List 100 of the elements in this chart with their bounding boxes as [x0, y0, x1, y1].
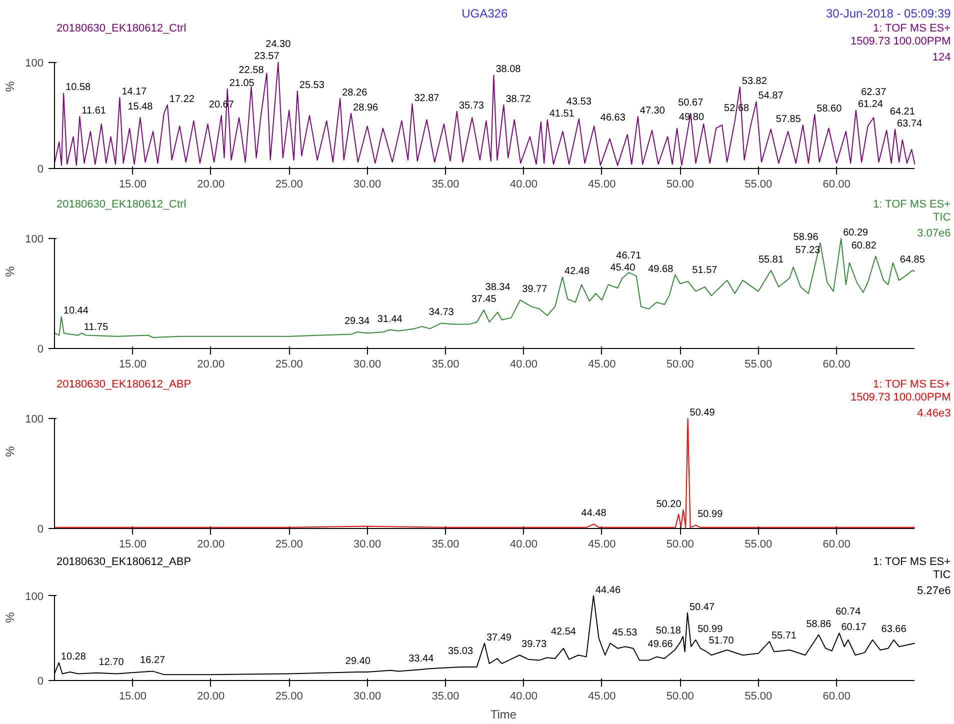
annotation: 42.54	[550, 626, 576, 638]
y-axis-title: %	[3, 80, 18, 92]
x-tick-label: 25.00	[275, 178, 303, 190]
x-tick-label: 35.00	[432, 358, 460, 370]
x-tick-label: 30.00	[354, 178, 382, 190]
annotation: 57.85	[776, 114, 802, 126]
annotation: 58.60	[816, 103, 842, 114]
x-tick-label: 25.00	[275, 358, 303, 370]
annotation: 15.48	[128, 102, 154, 113]
x-tick-label: 15.00	[118, 690, 146, 702]
x-tick-label: 45.00	[588, 358, 616, 370]
annotation: 34.73	[428, 307, 454, 318]
x-tick-label: 25.00	[275, 538, 303, 550]
annotation: 10.28	[60, 652, 86, 663]
chart-subtitle: 30-Jun-2018 - 05:09:39	[826, 6, 952, 20]
line-series	[54, 418, 916, 528]
annotation: 61.24	[858, 99, 884, 110]
annotation: 10.58	[66, 82, 92, 94]
annotation: 39.73	[522, 639, 547, 650]
annotation: 50.47	[689, 602, 715, 613]
x-tick-label: 20.00	[197, 538, 225, 550]
y-axis-title: %	[3, 266, 18, 277]
annotation: 37.49	[486, 632, 512, 644]
annotation: 50.49	[690, 408, 716, 418]
annotation: 38.34	[485, 282, 511, 293]
annotation: 22.58	[238, 64, 264, 76]
text: TIC	[933, 568, 951, 581]
annotation: 49.68	[648, 264, 674, 275]
text: 1509.73 100.00PPM	[850, 392, 951, 404]
text: 4.46e3	[917, 408, 951, 420]
text: 1509.73 100.00PPM	[850, 36, 951, 48]
text: 1: TOF MS ES+	[873, 556, 951, 568]
annotation: 39.77	[522, 284, 548, 296]
annotation: 60.82	[851, 240, 877, 252]
x-tick-label: 55.00	[744, 690, 772, 702]
annotation: 50.67	[678, 97, 704, 108]
x-tick-label: 60.00	[822, 538, 850, 550]
y-tick-label: 0	[37, 524, 44, 536]
annotation: 38.72	[506, 94, 532, 105]
annotation: 49.66	[648, 639, 674, 650]
y-tick-label: 100	[25, 590, 44, 603]
x-tick-label: 40.00	[510, 538, 538, 550]
x-tick-label: 30.00	[354, 538, 382, 550]
annotation: 42.48	[564, 266, 590, 277]
x-tick-label: 35.00	[432, 538, 460, 550]
text: 124	[932, 52, 951, 64]
text: 3.07e6	[917, 228, 951, 240]
annotation: 14.17	[122, 86, 148, 98]
x-tick-label: 30.00	[354, 690, 382, 702]
annotation: 46.63	[600, 112, 626, 124]
annotation: 29.40	[345, 656, 371, 668]
annotation: 23.57	[254, 51, 280, 62]
x-axis-title: Time	[490, 708, 517, 722]
annotation: 51.57	[692, 264, 718, 276]
annotation: 43.53	[566, 96, 592, 108]
text: 1: TOF MS ES+	[873, 198, 951, 210]
annotation: 35.03	[448, 646, 474, 657]
annotation: 24.30	[266, 39, 292, 50]
annotation: 50.18	[656, 625, 682, 636]
x-tick-label: 50.00	[666, 690, 694, 702]
text: 20180630_EK180612_Ctrl	[56, 198, 186, 210]
x-tick-label: 35.00	[432, 178, 460, 190]
x-tick-label: 50.00	[666, 538, 694, 550]
annotation: 32.87	[414, 92, 440, 104]
annotation: 45.40	[610, 262, 636, 274]
annotation: 63.74	[897, 118, 923, 130]
annotation: 62.37	[861, 87, 887, 98]
annotation: 60.17	[841, 622, 867, 634]
x-tick-label: 40.00	[510, 358, 538, 370]
x-tick-label: 15.00	[118, 178, 146, 190]
y-tick-label: 0	[37, 676, 44, 688]
y-tick-label: 100	[25, 234, 44, 246]
x-tick-label: 20.00	[197, 178, 225, 190]
annotation: 51.70	[708, 636, 734, 647]
x-tick-label: 15.00	[118, 358, 146, 370]
annotation: 50.99	[698, 624, 724, 635]
text: TIC	[933, 212, 951, 224]
annotation: 63.66	[881, 624, 907, 635]
annotation: 60.29	[843, 228, 869, 238]
annotation: 44.48	[581, 508, 607, 520]
annotation: 10.44	[63, 306, 89, 317]
x-tick-label: 55.00	[744, 538, 772, 550]
y-tick-label: 0	[37, 344, 44, 356]
annotation: 53.82	[742, 76, 768, 87]
chart-title: UGA326	[462, 6, 508, 20]
annotation: 28.96	[353, 102, 379, 114]
annotation: 64.85	[900, 254, 926, 266]
y-axis-title: %	[3, 446, 18, 457]
x-tick-label: 55.00	[744, 178, 772, 190]
x-tick-label: 55.00	[744, 358, 772, 370]
x-tick-label: 50.00	[666, 178, 694, 190]
text: 1: TOF MS ES+	[873, 378, 951, 390]
annotation: 58.96	[793, 232, 819, 243]
annotation: 35.73	[458, 100, 484, 112]
text: 1: TOF MS ES+	[873, 22, 951, 34]
y-tick-label: 100	[25, 414, 44, 426]
annotation: 31.44	[377, 314, 403, 325]
x-tick-label: 30.00	[354, 358, 382, 370]
text: 20180630_EK180612_Ctrl	[56, 22, 186, 34]
x-tick-label: 60.00	[822, 358, 850, 370]
